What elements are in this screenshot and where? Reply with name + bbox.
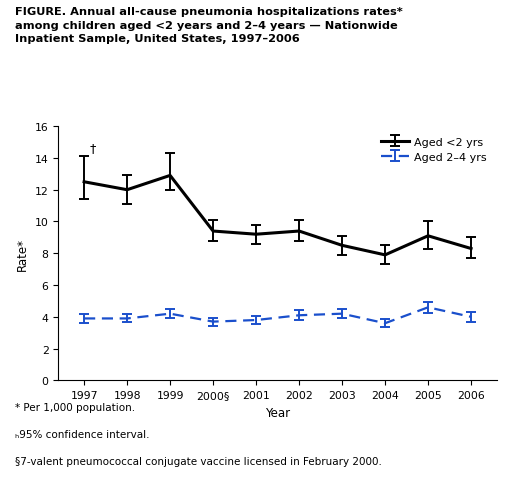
Legend: Aged <2 yrs, Aged 2–4 yrs: Aged <2 yrs, Aged 2–4 yrs xyxy=(377,132,491,167)
X-axis label: Year: Year xyxy=(265,406,290,419)
Text: †: † xyxy=(89,142,96,155)
Text: §7-valent pneumococcal conjugate vaccine licensed in February 2000.: §7-valent pneumococcal conjugate vaccine… xyxy=(15,456,382,466)
Y-axis label: Rate*: Rate* xyxy=(16,237,29,270)
Text: * Per 1,000 population.: * Per 1,000 population. xyxy=(15,403,135,412)
Text: FIGURE. Annual all-cause pneumonia hospitalizations rates*
among children aged <: FIGURE. Annual all-cause pneumonia hospi… xyxy=(15,7,403,43)
Text: ₕ95% confidence interval.: ₕ95% confidence interval. xyxy=(15,429,150,439)
